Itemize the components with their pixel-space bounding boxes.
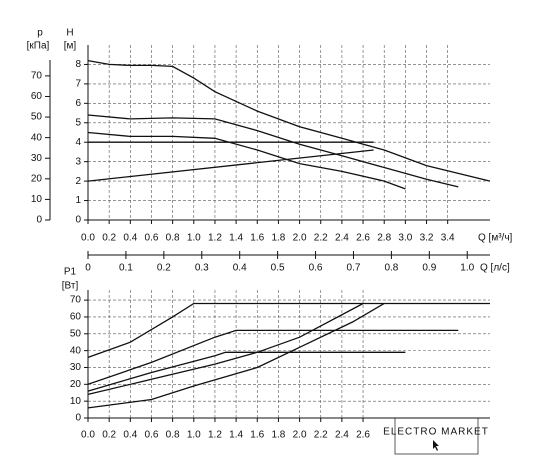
x-tick-label: 3.0 xyxy=(398,233,412,244)
y-tick-label: 0 xyxy=(75,413,81,424)
x-tick-label: 0.8 xyxy=(166,233,180,244)
x2-tick-label: 1.0 xyxy=(460,263,474,274)
x2-label: Q [л/с] xyxy=(480,263,510,274)
x-tick-label: 2.2 xyxy=(314,430,328,441)
curve xyxy=(87,302,385,409)
curve xyxy=(87,149,374,182)
x-tick-label: 1.8 xyxy=(271,233,285,244)
y2-tick-label: 30 xyxy=(31,153,43,164)
x-tick-label: 2.6 xyxy=(356,233,370,244)
x-tick-label: 1.2 xyxy=(208,233,222,244)
x-tick-label: 2.4 xyxy=(335,233,349,244)
x-tick-label: 2.0 xyxy=(293,233,307,244)
x-tick-label: 0.0 xyxy=(81,233,95,244)
x-tick-label: 2.6 xyxy=(356,430,370,441)
x-label: Q [м³/ч] xyxy=(478,233,513,244)
x-tick-label: 1.2 xyxy=(208,430,222,441)
y-tick-label: 8 xyxy=(75,59,81,70)
y-tick-label: 4 xyxy=(75,137,81,148)
x2-tick-label: 0.7 xyxy=(347,263,361,274)
y-tick-label: 70 xyxy=(70,295,82,306)
curve xyxy=(87,302,364,396)
x-tick-label: 1.6 xyxy=(250,430,264,441)
curve xyxy=(87,114,459,188)
x-tick-label: 1.6 xyxy=(250,233,264,244)
x-tick-label: 2.2 xyxy=(314,233,328,244)
y-tick-label: 1 xyxy=(75,195,81,206)
curve xyxy=(87,302,490,359)
x-tick-label: 1.0 xyxy=(187,430,201,441)
x2-tick-label: 0.5 xyxy=(271,263,285,274)
y-tick-label: 10 xyxy=(70,396,82,407)
x2-tick-label: 0.6 xyxy=(309,263,323,274)
y2-tick-label: 60 xyxy=(31,91,43,102)
y2-tick-label: 40 xyxy=(31,132,43,143)
x-tick-label: 0.6 xyxy=(145,430,159,441)
y-tick-label: 50 xyxy=(70,328,82,339)
x-tick-label: 0.4 xyxy=(123,233,137,244)
x-tick-label: 1.0 xyxy=(187,233,201,244)
y2-tick-label: 20 xyxy=(31,173,43,184)
cursor-icon xyxy=(433,440,439,451)
x-tick-label: 2.8 xyxy=(377,233,391,244)
x-tick-label: 1.4 xyxy=(229,430,243,441)
y2-tick-label: 10 xyxy=(31,194,43,205)
y-tick-label: 20 xyxy=(70,379,82,390)
x2-tick-label: 0.8 xyxy=(384,263,398,274)
y2-tick-label: 0 xyxy=(36,215,42,226)
x-tick-label: 3.2 xyxy=(420,233,434,244)
x-tick-label: 0.4 xyxy=(123,430,137,441)
y2-unit: [кПа] xyxy=(27,41,50,52)
y-unit: [м] xyxy=(64,41,77,52)
y-tick-label: 2 xyxy=(75,176,81,187)
x-tick-label: 0.2 xyxy=(102,233,116,244)
x-tick-label: 0.2 xyxy=(102,430,116,441)
x-tick-label: 3.4 xyxy=(441,233,455,244)
y-tick-label: 5 xyxy=(75,117,81,128)
x-tick-label: 0.0 xyxy=(81,430,95,441)
x2-tick-label: 0.1 xyxy=(119,263,133,274)
logo-text: ELECTRO MARKET xyxy=(383,427,489,438)
curve xyxy=(87,59,491,182)
x-tick-label: 2.4 xyxy=(335,430,349,441)
x2-tick-label: 0.9 xyxy=(422,263,436,274)
x-tick-label: 0.8 xyxy=(166,430,180,441)
x-tick-label: 1.8 xyxy=(271,430,285,441)
x2-tick-label: 0 xyxy=(85,263,91,274)
y-tick-label: 60 xyxy=(70,312,82,323)
curve xyxy=(87,131,406,190)
y2-tick-label: 70 xyxy=(31,71,43,82)
x2-tick-label: 0.3 xyxy=(195,263,209,274)
curve xyxy=(87,351,406,392)
y2-tick-label: 50 xyxy=(31,112,43,123)
y-tick-label: 0 xyxy=(75,215,81,226)
y2-label: p xyxy=(37,28,43,39)
x-tick-label: 1.4 xyxy=(229,233,243,244)
x2-tick-label: 0.2 xyxy=(157,263,171,274)
y-tick-label: 30 xyxy=(70,362,82,373)
curve xyxy=(87,329,459,385)
x-tick-label: 2.0 xyxy=(293,430,307,441)
x2-tick-label: 0.4 xyxy=(233,263,247,274)
y-label: P1 xyxy=(64,267,77,278)
y-tick-label: 3 xyxy=(75,156,81,167)
y-tick-label: 40 xyxy=(70,345,82,356)
y-unit: [Вт] xyxy=(62,281,79,292)
y-label: H xyxy=(66,28,73,39)
x-tick-label: 0.6 xyxy=(145,233,159,244)
y-tick-label: 6 xyxy=(75,98,81,109)
y-tick-label: 7 xyxy=(75,79,81,90)
